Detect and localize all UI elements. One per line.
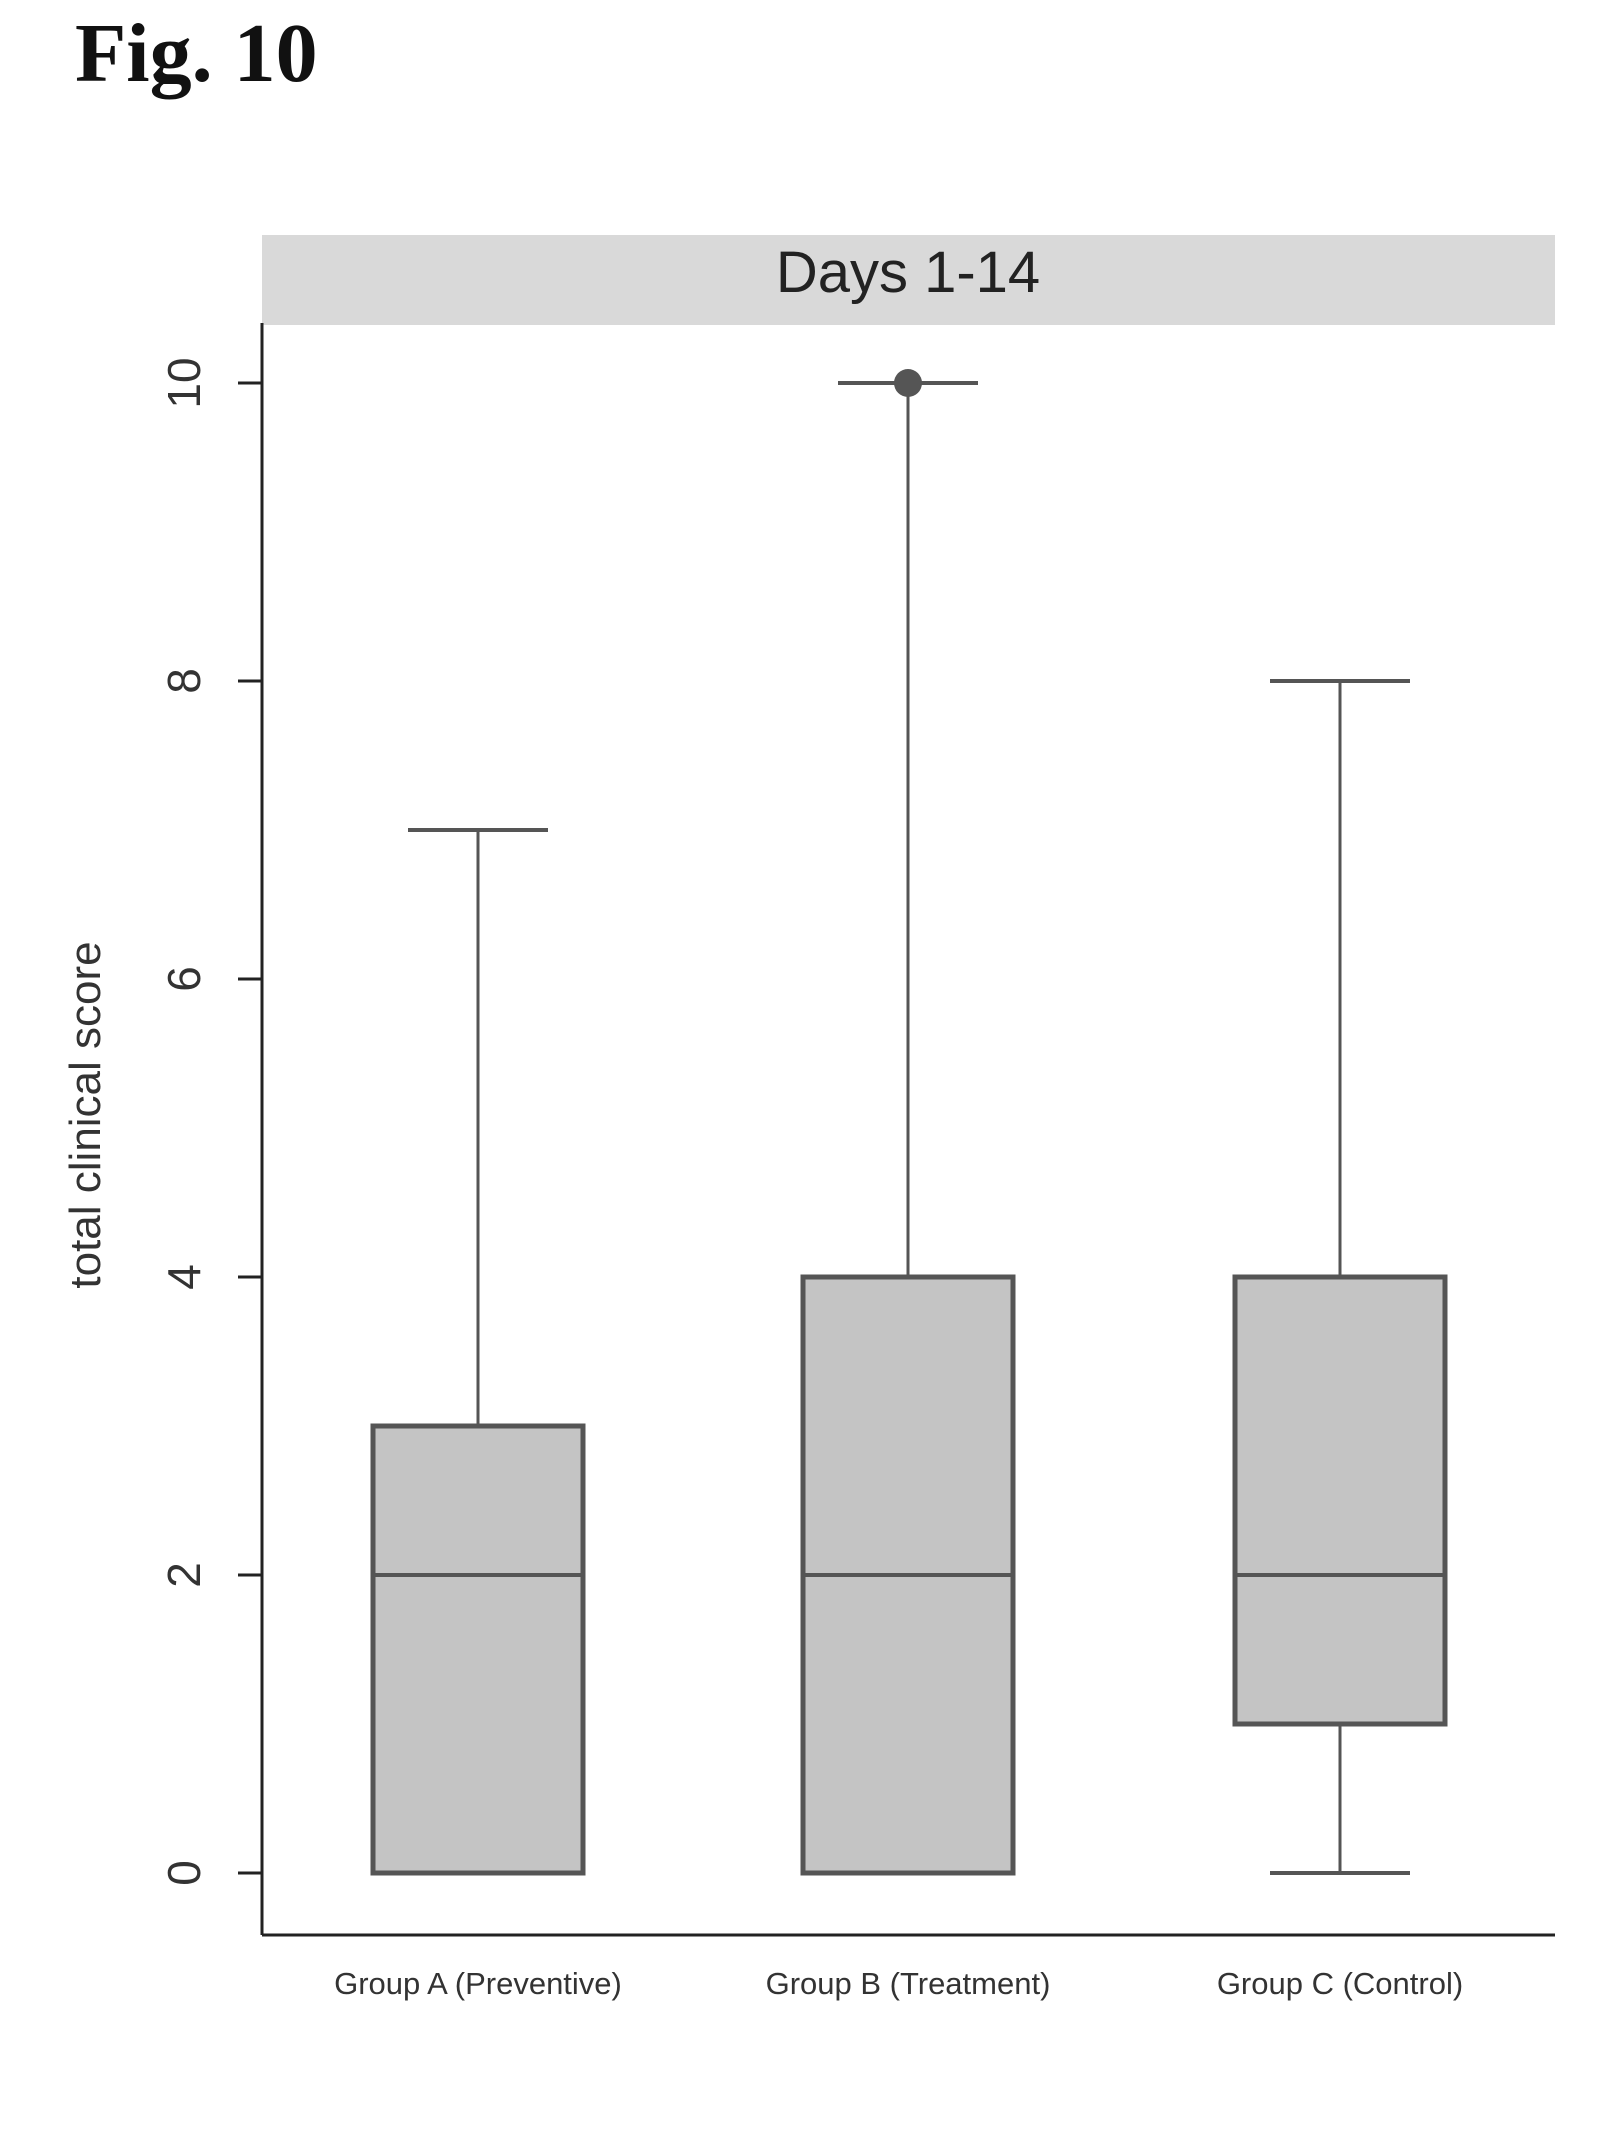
y-tick-label: 6 [158,966,210,992]
y-tick-label: 4 [158,1264,210,1290]
y-tick-label: 0 [158,1860,210,1886]
panel-strip [262,235,1555,325]
outlier-point [894,369,922,397]
y-tick-label: 8 [158,668,210,694]
x-tick-label: Group C (Control) [1217,1966,1463,2001]
box [1232,1274,1448,1727]
y-axis-label: total clinical score [61,941,110,1288]
box [370,1423,586,1876]
x-tick-label: Group B (Treatment) [766,1966,1051,2001]
figure-label: Fig. 10 [75,7,318,100]
panel-title: Days 1-14 [776,240,1040,305]
y-tick-label: 2 [158,1562,210,1588]
y-tick-label: 10 [158,357,210,408]
x-tick-label: Group A (Preventive) [334,1966,622,2001]
